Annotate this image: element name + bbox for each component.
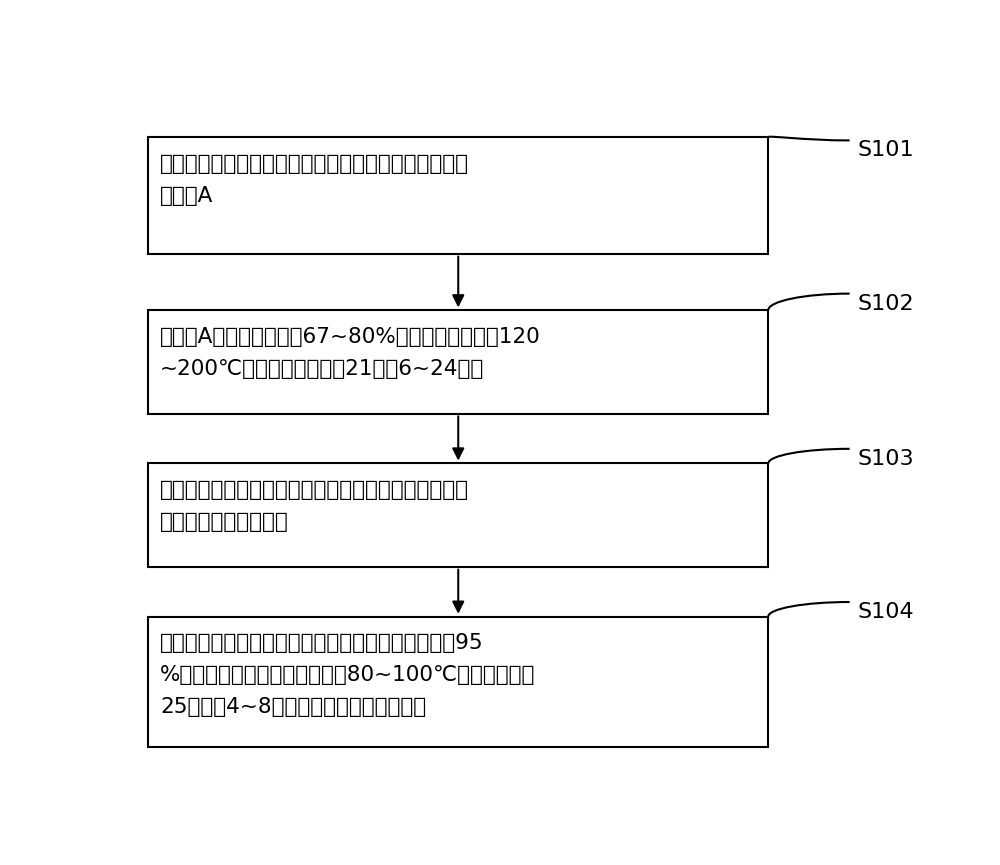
Text: 得物料A: 得物料A bbox=[160, 186, 213, 206]
Text: ~200℃，加入水热反应釜21反应6~24小时: ~200℃，加入水热反应釜21反应6~24小时 bbox=[160, 359, 484, 379]
Text: 对底部的白色沉淀和少量溶液进行离心分离，依次用95: 对底部的白色沉淀和少量溶液进行离心分离，依次用95 bbox=[160, 633, 484, 653]
Text: 有机酸和有机醇混合，并加入一定量的尿素和铝盐，制: 有机酸和有机醇混合，并加入一定量的尿素和铝盐，制 bbox=[160, 154, 469, 174]
Text: S103: S103 bbox=[857, 449, 914, 469]
Text: S101: S101 bbox=[857, 140, 914, 160]
Text: 反应完成后停止加热，自然冷却到室温，倒出上部液体: 反应完成后停止加热，自然冷却到室温，倒出上部液体 bbox=[160, 480, 469, 500]
Bar bbox=[148, 138, 768, 253]
Text: 将物料A的填充度控制在67~80%，水热温度控制在120: 将物料A的填充度控制在67~80%，水热温度控制在120 bbox=[160, 327, 541, 347]
Text: %乙醇及无水乙醇洗涤，并置于80~100℃的真空干燥箱: %乙醇及无水乙醇洗涤，并置于80~100℃的真空干燥箱 bbox=[160, 665, 535, 685]
Bar bbox=[148, 464, 768, 567]
Bar bbox=[148, 311, 768, 413]
Text: S102: S102 bbox=[857, 293, 914, 314]
Text: 层，作为酯化产物保留: 层，作为酯化产物保留 bbox=[160, 512, 289, 532]
Text: 25内干燥4~8小时，获得勃姆石超细粉体: 25内干燥4~8小时，获得勃姆石超细粉体 bbox=[160, 697, 426, 717]
Text: S104: S104 bbox=[857, 602, 914, 622]
Bar bbox=[148, 617, 768, 746]
